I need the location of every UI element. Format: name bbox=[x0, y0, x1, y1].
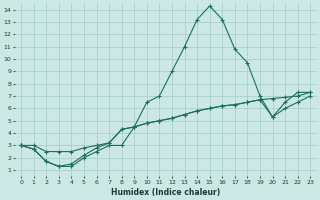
X-axis label: Humidex (Indice chaleur): Humidex (Indice chaleur) bbox=[111, 188, 220, 197]
